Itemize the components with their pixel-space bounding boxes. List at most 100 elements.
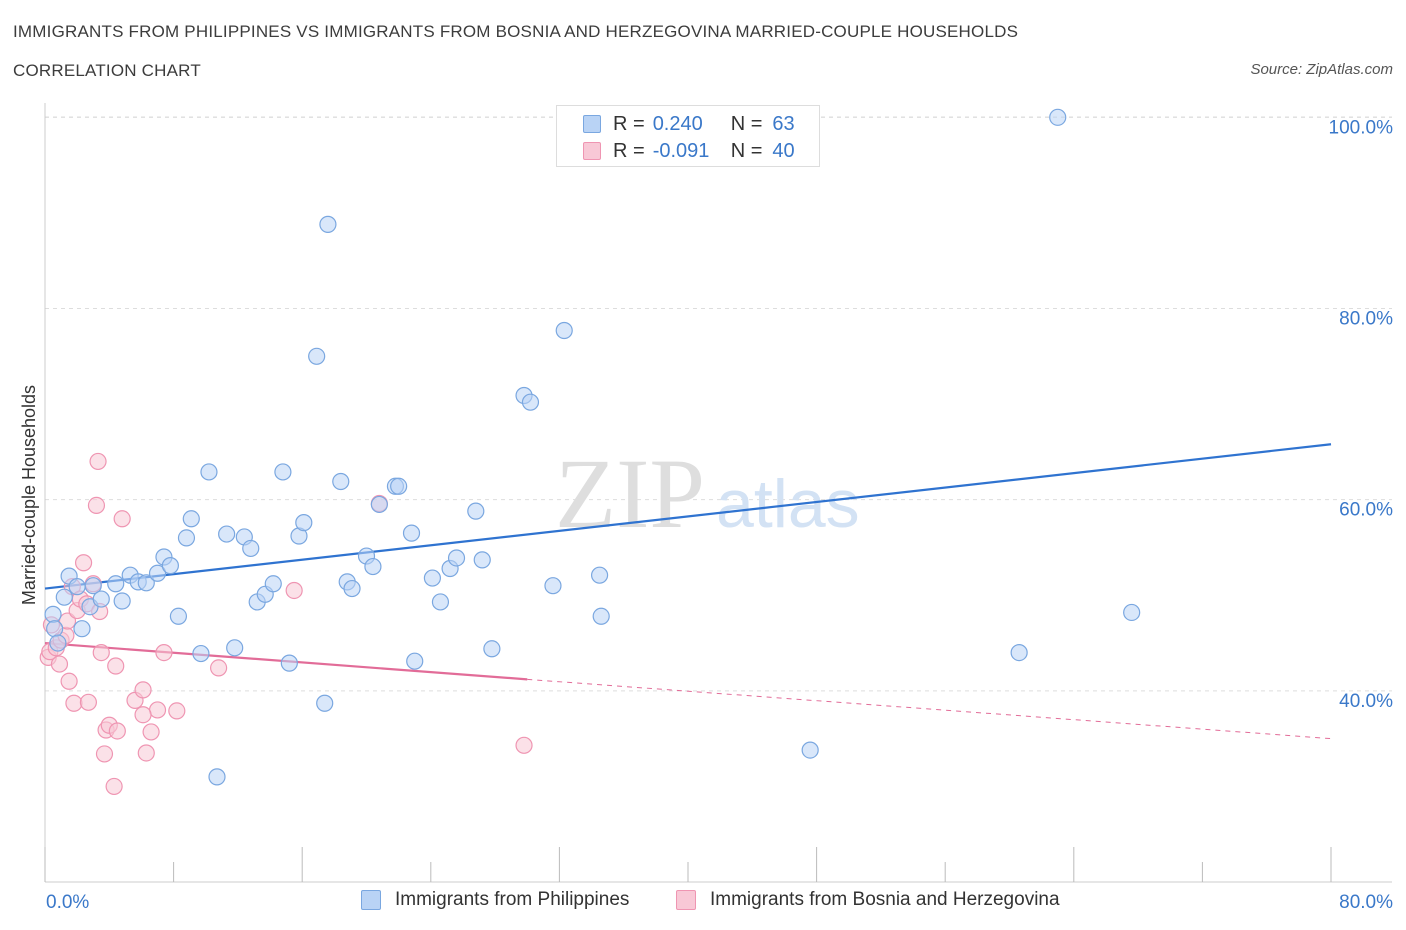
y-tick-label: 80.0% [1339, 309, 1393, 330]
correlation-legend: R = 0.240 N = 63 R = -0.091 N = 40 [556, 105, 820, 167]
point-philippines [592, 607, 610, 625]
point-philippines [84, 577, 102, 595]
point-bosnia [95, 745, 114, 763]
point-philippines [49, 634, 67, 652]
point-philippines [280, 654, 298, 672]
watermark-zip: ZIP [555, 438, 705, 549]
point-philippines [192, 644, 210, 663]
point-philippines [73, 620, 91, 638]
data-points [39, 108, 1141, 796]
point-bosnia [92, 644, 110, 662]
point-philippines [274, 463, 292, 481]
point-bosnia [50, 655, 69, 673]
point-philippines [208, 768, 226, 786]
point-philippines [544, 577, 562, 595]
point-philippines [264, 575, 282, 593]
legend-swatch-philippines [361, 890, 381, 910]
legend-item-bosnia[interactable]: Immigrants from Bosnia and Herzegovina [676, 889, 1060, 911]
point-philippines [521, 393, 540, 411]
y-tick-label: 40.0% [1339, 691, 1393, 712]
point-philippines [473, 551, 491, 569]
y-tick-label: 100.0% [1329, 117, 1394, 138]
y-axis-title: Married-couple Households [19, 385, 39, 605]
point-philippines [364, 557, 382, 576]
point-philippines [467, 502, 485, 520]
legend-label-bosnia: Immigrants from Bosnia and Herzegovina [710, 889, 1060, 910]
legend-r-label: R = [613, 139, 645, 162]
point-bosnia [210, 659, 228, 677]
point-bosnia [108, 722, 126, 740]
point-philippines [370, 495, 388, 514]
point-philippines [242, 539, 260, 558]
point-philippines [200, 463, 218, 481]
point-philippines [46, 620, 64, 638]
point-philippines [431, 593, 450, 611]
legend-label-philippines: Immigrants from Philippines [395, 889, 630, 910]
point-bosnia [89, 452, 107, 471]
trend-line-bosnia-extension [527, 678, 1332, 740]
point-philippines [161, 557, 179, 575]
point-philippines [590, 566, 609, 584]
point-philippines [319, 215, 337, 233]
point-philippines [113, 592, 131, 610]
point-philippines [332, 472, 350, 491]
chart-subtitle: CORRELATION CHART [13, 61, 201, 80]
point-philippines [68, 578, 86, 596]
point-philippines [308, 347, 326, 365]
point-philippines [44, 605, 62, 623]
point-bosnia [113, 510, 131, 528]
point-bosnia [148, 701, 167, 719]
point-philippines [343, 579, 361, 598]
point-bosnia [105, 777, 123, 796]
point-bosnia [134, 681, 152, 699]
legend-r-value-philippines: 0.240 [652, 112, 703, 135]
series-legend: Immigrants from Philippines Immigrants f… [0, 889, 1406, 915]
watermark: ZIP atlas [555, 438, 860, 549]
point-philippines [92, 590, 110, 608]
legend-row-philippines: R = 0.240 N = 63 [583, 112, 795, 136]
point-bosnia [515, 736, 533, 754]
point-philippines [295, 514, 313, 532]
point-philippines [148, 564, 167, 582]
point-bosnia [65, 694, 83, 712]
point-philippines [406, 652, 424, 670]
point-bosnia [168, 702, 186, 720]
point-bosnia [142, 723, 160, 741]
legend-n-label: N = [730, 112, 763, 135]
legend-n-label: N = [730, 139, 763, 162]
point-philippines [801, 741, 819, 759]
point-bosnia [58, 612, 77, 630]
point-bosnia [87, 496, 106, 515]
legend-swatch-philippines [583, 115, 601, 133]
point-philippines [447, 549, 466, 567]
point-bosnia [137, 744, 155, 762]
x-tick-label-max: 80.0% [1339, 892, 1393, 913]
point-philippines [402, 524, 421, 542]
point-bosnia [134, 706, 152, 724]
point-bosnia [74, 554, 93, 572]
axes [44, 103, 1392, 883]
point-philippines [226, 639, 244, 657]
point-philippines [555, 321, 573, 340]
trend-line-philippines [44, 443, 1332, 590]
point-philippines [137, 574, 155, 592]
x-tick-label-min: 0.0% [46, 892, 89, 913]
source-label: Source: ZipAtlas.com [1250, 61, 1393, 78]
point-bosnia [155, 644, 173, 662]
point-bosnia [79, 693, 98, 711]
point-philippines [218, 525, 236, 543]
point-philippines [483, 640, 501, 658]
y-tick-label: 60.0% [1339, 500, 1393, 521]
point-philippines [177, 529, 196, 547]
point-philippines [1123, 603, 1141, 622]
point-philippines [169, 607, 188, 625]
legend-r-value-bosnia: -0.091 [652, 139, 710, 162]
point-philippines [1049, 108, 1067, 126]
watermark-atlas: atlas [716, 466, 860, 542]
point-bosnia [60, 672, 78, 690]
point-philippines [182, 510, 200, 528]
axis-labels: Married-couple Households 0.0% 80.0% 40.… [19, 117, 1393, 913]
legend-item-philippines[interactable]: Immigrants from Philippines [361, 889, 629, 911]
chart-title: IMMIGRANTS FROM PHILIPPINES VS IMMIGRANT… [13, 22, 1019, 41]
